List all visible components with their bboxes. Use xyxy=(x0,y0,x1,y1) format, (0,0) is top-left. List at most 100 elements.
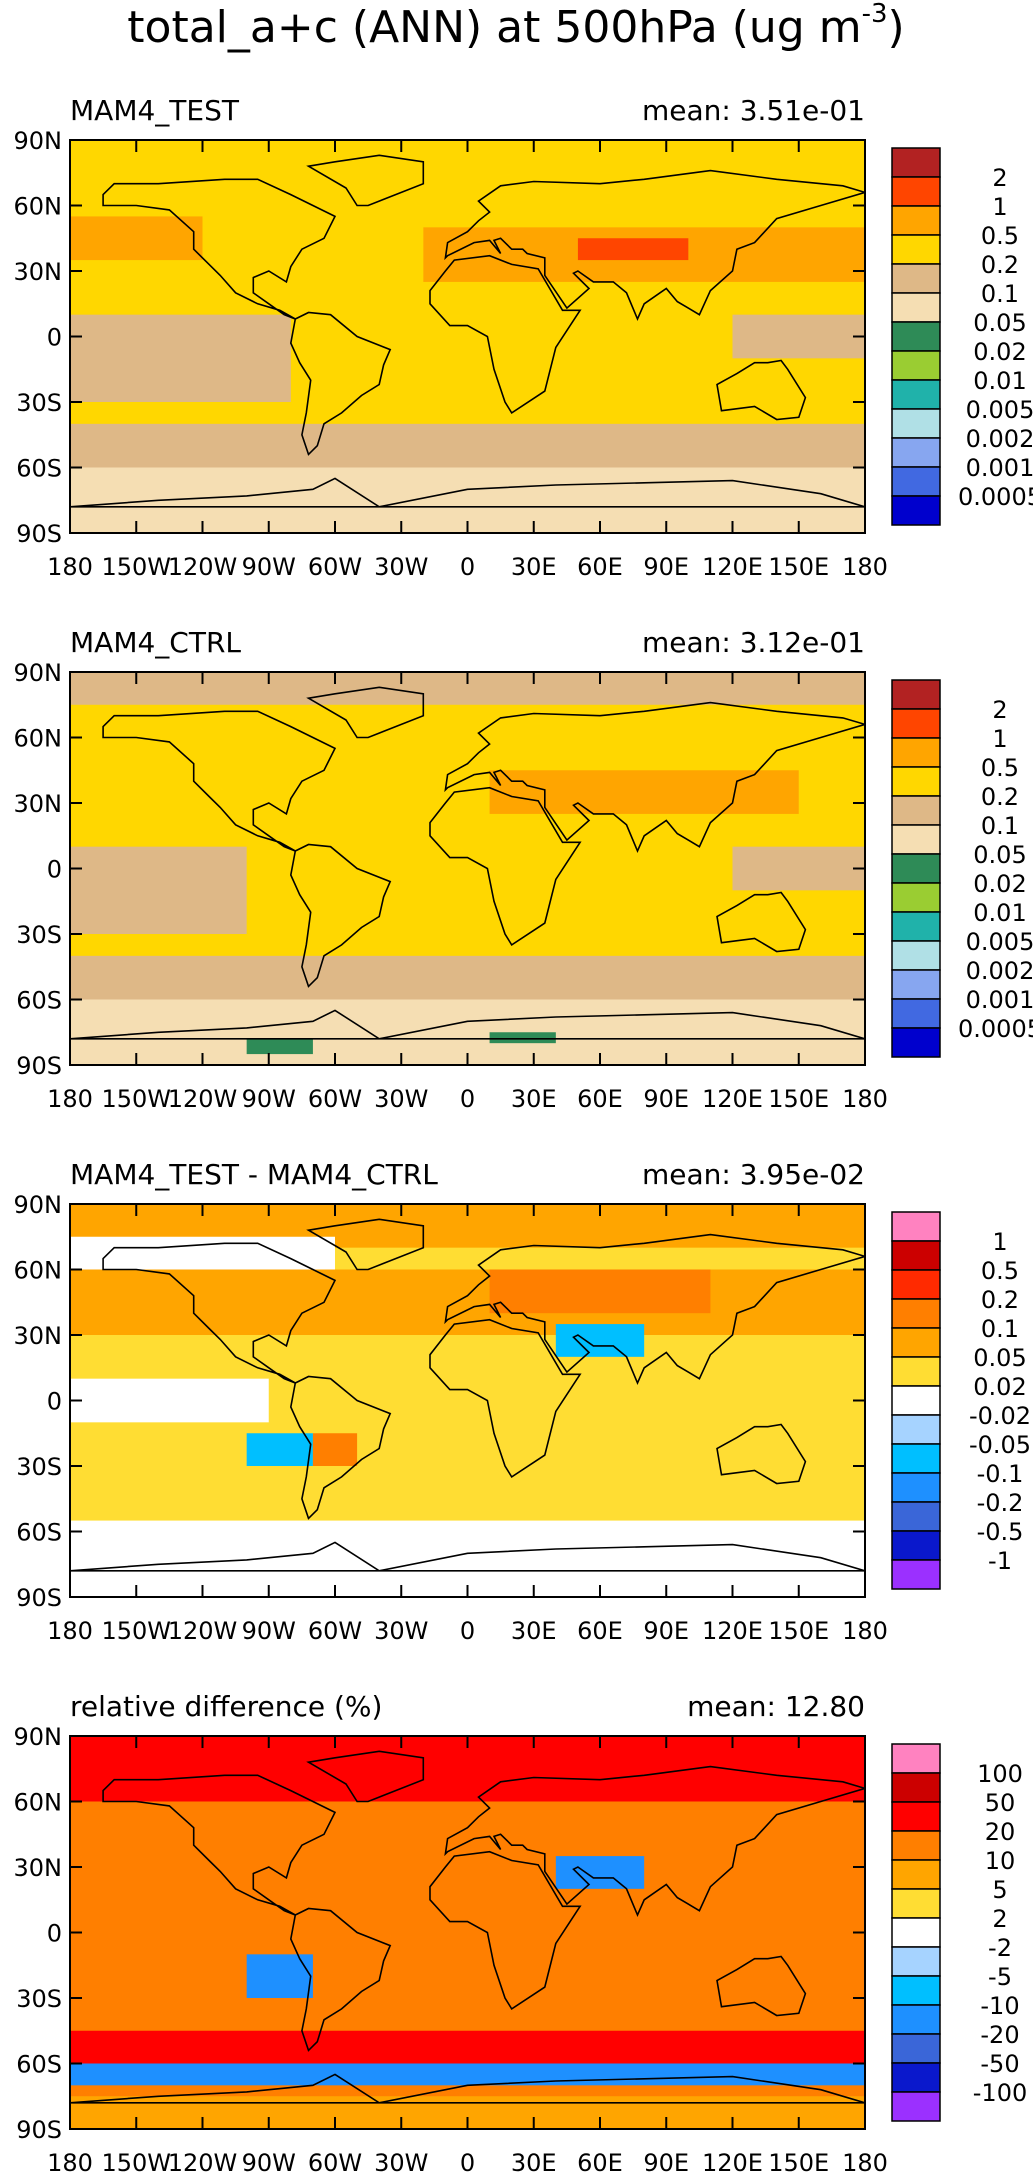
coastline xyxy=(444,701,865,854)
lat-tick-label: 90N xyxy=(14,659,63,687)
lat-tick-label: 0 xyxy=(47,856,62,884)
colorbar: 10.50.20.10.050.02-0.02-0.05-0.1-0.2-0.5… xyxy=(891,1211,1031,1590)
colorbar-label: 0.05 xyxy=(973,309,1026,337)
map-panel-1: MAM4_TEST mean: 3.51e-01 90N 60N 30N 0 30S 60S 9… xyxy=(14,94,1033,581)
colorbar-swatch xyxy=(891,1027,941,1058)
lon-tick-label: 180 xyxy=(842,2149,888,2175)
coastline xyxy=(429,1318,582,1479)
colorbar-label: 2 xyxy=(992,1905,1007,1933)
figure-title: total_a+c (ANN) at 500hPa (ug m-3) xyxy=(127,0,904,53)
lon-tick-label: 60E xyxy=(577,553,623,581)
contour-region xyxy=(246,1433,313,1466)
lon-tick-label: 60W xyxy=(308,2149,362,2175)
colorbar-label: 0.1 xyxy=(981,280,1019,308)
coastline xyxy=(716,359,807,421)
lat-tick-label: 90S xyxy=(16,520,62,548)
colorbar-label: 0.1 xyxy=(981,1315,1019,1343)
contour-region xyxy=(70,955,865,1000)
contour-region xyxy=(70,314,291,402)
colorbar-swatch xyxy=(891,263,941,294)
lat-tick-label: 60N xyxy=(14,193,63,221)
coastline xyxy=(444,1233,865,1386)
lon-tick-label: 180 xyxy=(842,553,888,581)
lon-tick-label: 30W xyxy=(374,553,428,581)
colorbar-label: 0.2 xyxy=(981,251,1019,279)
figure-title-main: total_a+c (ANN) at 500hPa (ug m xyxy=(127,2,861,53)
lat-tick-label: 60S xyxy=(16,1519,62,1547)
contour-region xyxy=(246,1038,313,1055)
colorbar-swatch xyxy=(891,176,941,207)
lon-tick-label: 30W xyxy=(374,2149,428,2175)
lat-tick-label: 30N xyxy=(14,790,63,818)
colorbar-swatch xyxy=(891,1240,941,1271)
colorbar-swatch xyxy=(891,940,941,971)
lat-tick-label: 90N xyxy=(14,1191,63,1219)
coastline xyxy=(70,1009,865,1040)
colorbar-swatch xyxy=(891,1414,941,1445)
lon-tick-label: 150W xyxy=(101,553,171,581)
contour-region xyxy=(70,846,247,934)
figure-title-exponent: -3 xyxy=(862,0,888,29)
lon-tick-label: 30E xyxy=(511,1617,557,1645)
colorbar-swatch xyxy=(891,1530,941,1561)
coastline xyxy=(429,1850,582,2011)
lat-tick-label: 90N xyxy=(14,127,63,155)
colorbar-swatch xyxy=(891,998,941,1029)
lon-tick-label: 90W xyxy=(242,2149,296,2175)
lat-tick-label: 60N xyxy=(14,1257,63,1285)
colorbar-swatch xyxy=(891,1443,941,1474)
lon-tick-label: 90E xyxy=(643,1085,689,1113)
colorbar: 210.50.20.10.050.020.010.0050.0020.0010.… xyxy=(891,147,1033,526)
colorbar-label: 10 xyxy=(985,1847,1016,1875)
lon-tick-label: 180 xyxy=(842,1617,888,1645)
colorbar-label: 0.005 xyxy=(966,928,1033,956)
lat-tick-label: 60N xyxy=(14,1789,63,1817)
colorbar-label: 0.001 xyxy=(966,454,1033,482)
colorbar-swatch xyxy=(891,1385,941,1416)
colorbar-label: 0.001 xyxy=(966,986,1033,1014)
colorbar-label: 0.0005 xyxy=(958,1015,1033,1043)
colorbar-label: -10 xyxy=(980,1992,1019,2020)
lon-tick-label: 120W xyxy=(168,553,238,581)
lat-tick-label: 30S xyxy=(16,1453,62,1481)
lon-tick-label: 0 xyxy=(460,2149,475,2175)
coastline xyxy=(306,1750,425,1803)
colorbar-label: 0.0005 xyxy=(958,483,1033,511)
contour-region xyxy=(70,423,865,468)
colorbar-label: 0.02 xyxy=(973,1373,1026,1401)
lat-tick-label: 90S xyxy=(16,2116,62,2144)
map-panel-4: relative difference (%) mean: 12.80 90N 60N… xyxy=(14,1690,1028,2175)
lat-tick-label: 60N xyxy=(14,725,63,753)
contour-region xyxy=(70,1378,269,1423)
lon-tick-label: 90W xyxy=(242,553,296,581)
lon-tick-label: 60W xyxy=(308,1617,362,1645)
coastline xyxy=(429,786,582,947)
coastline xyxy=(70,477,865,508)
colorbar-swatch xyxy=(891,205,941,236)
colorbar-label: 0.05 xyxy=(973,1344,1026,1372)
coastline xyxy=(102,710,337,852)
lat-tick-label: 60S xyxy=(16,455,62,483)
colorbar-label: 0.5 xyxy=(981,1257,1019,1285)
colorbar-swatch xyxy=(891,1859,941,1890)
lat-tick-label: 60S xyxy=(16,2051,62,2079)
contour-region xyxy=(489,1269,711,1314)
lon-tick-label: 120E xyxy=(702,1617,763,1645)
lon-tick-label: 0 xyxy=(460,553,475,581)
map-panel-3: MAM4_TEST - MAM4_CTRL mean: 3.95e-02 90N 60… xyxy=(14,1158,1032,1645)
lat-tick-label: 60S xyxy=(16,987,62,1015)
lat-tick-label: 30S xyxy=(16,1985,62,2013)
contour-region xyxy=(70,2063,865,2086)
colorbar-label: 1 xyxy=(992,725,1007,753)
coastline xyxy=(102,1242,337,1384)
coastline xyxy=(306,686,425,739)
colorbar-swatch xyxy=(891,437,941,468)
lon-tick-label: 150E xyxy=(768,2149,829,2175)
lon-tick-label: 150W xyxy=(101,1617,171,1645)
lon-tick-label: 60E xyxy=(577,1617,623,1645)
colorbar-label: -5 xyxy=(988,1963,1012,1991)
colorbar-swatch xyxy=(891,911,941,942)
colorbar-label: -0.5 xyxy=(977,1518,1024,1546)
colorbar-swatch xyxy=(891,1472,941,1503)
colorbar-swatch xyxy=(891,350,941,381)
